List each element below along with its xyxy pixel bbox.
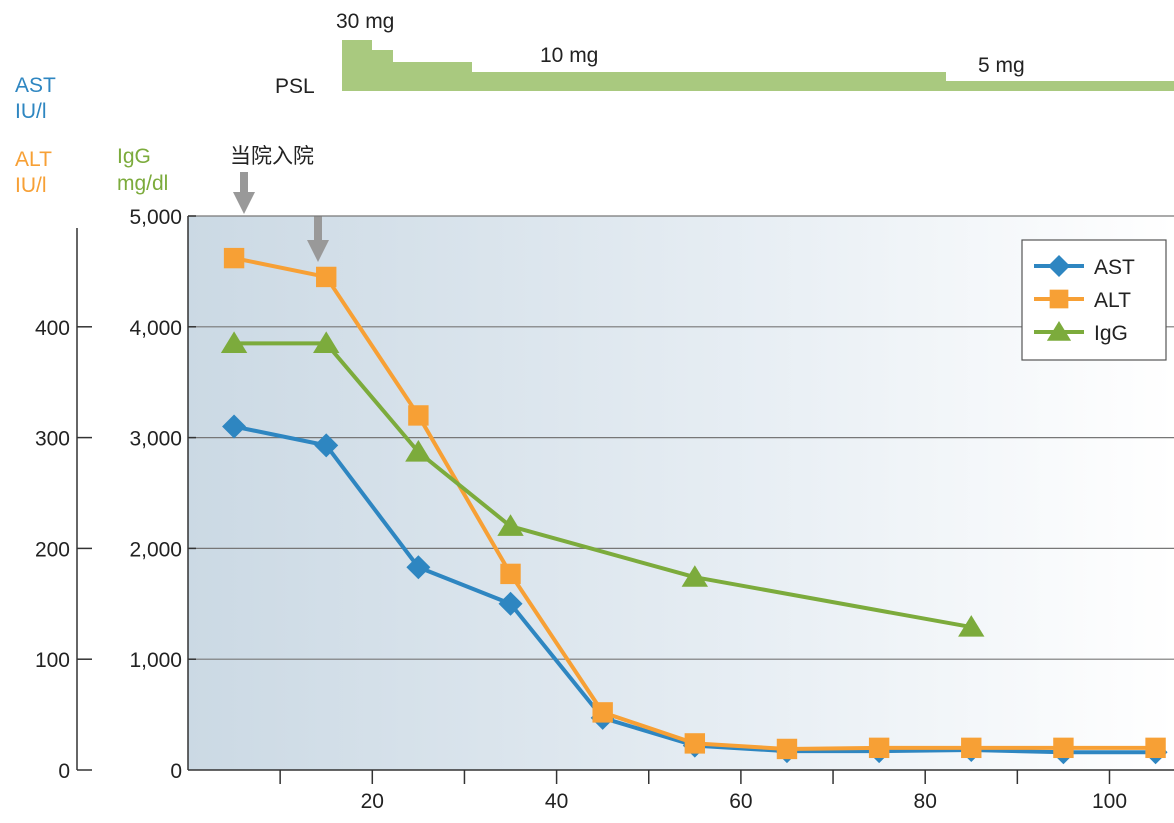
data-point-ast (498, 591, 523, 616)
data-point-igg (497, 514, 524, 536)
ast-unit-label: IU/l (15, 100, 47, 123)
psl-dose-10mg: 10 mg (540, 44, 598, 67)
alt-axis-label: ALT (15, 148, 52, 171)
x-axis-tick-label: 20 (361, 790, 384, 813)
data-point-alt (776, 738, 798, 760)
left-axis-tick-label: 200 (35, 538, 70, 561)
data-point-ast (406, 555, 431, 580)
legend-label-alt: ALT (1094, 289, 1131, 312)
data-point-alt (316, 266, 337, 288)
legend-label-ast: AST (1094, 256, 1135, 279)
data-point-alt (961, 737, 982, 759)
x-axis-tick-label: 80 (914, 790, 937, 813)
x-axis-tick-label: 100 (1092, 790, 1127, 813)
data-point-alt (223, 247, 245, 269)
legend-marker-ast (1048, 255, 1070, 277)
admission-arrow-1 (233, 172, 255, 214)
admission-annotation: 当院入院 (230, 145, 314, 168)
series-alt (223, 247, 1166, 760)
right-axis-tick-label: 3,000 (129, 428, 182, 451)
data-point-igg (405, 440, 432, 462)
data-point-igg (313, 331, 340, 354)
series-line-igg (234, 341, 972, 630)
psl-label: PSL (275, 75, 315, 98)
data-point-alt (1053, 737, 1074, 759)
igg-unit-label: mg/dl (117, 172, 168, 195)
series-layer (220, 247, 1168, 765)
data-point-alt (592, 702, 613, 723)
igg-axis-label: IgG (117, 145, 151, 168)
data-point-alt (684, 733, 706, 754)
psl-band (342, 40, 1174, 91)
data-point-alt (500, 563, 521, 585)
data-point-igg (958, 615, 985, 637)
right-axis-tick-label: 4,000 (129, 317, 182, 340)
data-point-alt (868, 737, 890, 759)
left-axis-tick-label: 300 (35, 428, 70, 451)
data-point-alt (408, 405, 429, 426)
psl-dose-30mg: 30 mg (336, 10, 394, 33)
right-axis-tick-label: 1,000 (129, 649, 182, 672)
series-igg (220, 331, 985, 637)
grid-lines (188, 215, 1174, 660)
right-axis-tick-label: 5,000 (129, 206, 182, 229)
ast-axis-label: AST (15, 74, 56, 97)
x-axis-tick-label: 60 (729, 790, 752, 813)
right-axis-tick-label: 0 (170, 760, 182, 783)
left-axis-tick-label: 0 (58, 760, 70, 783)
x-axis-tick-label: 40 (545, 790, 568, 813)
legend-marker-igg (1046, 321, 1072, 341)
plot-area (188, 216, 1174, 770)
psl-dose-5mg: 5 mg (978, 54, 1025, 77)
data-point-igg (681, 565, 709, 587)
data-point-ast (314, 433, 339, 458)
data-point-igg (220, 331, 248, 354)
left-axis-tick-label: 400 (35, 317, 70, 340)
legend-marker-alt (1049, 289, 1069, 309)
data-point-alt (1145, 737, 1166, 759)
left-axis-tick-label: 100 (35, 649, 70, 672)
axis-ticks: 0 1,000 2,000 3,000 4,000 5,000 0 100 200 300 400 2… (35, 206, 1127, 813)
legend-label-igg: IgG (1094, 322, 1128, 345)
legend: AST ALT IgG (1021, 239, 1167, 361)
right-axis-tick-label: 2,000 (129, 538, 182, 561)
alt-unit-label: IU/l (15, 174, 47, 197)
data-point-ast (222, 414, 247, 439)
admission-arrow-2 (307, 216, 329, 262)
